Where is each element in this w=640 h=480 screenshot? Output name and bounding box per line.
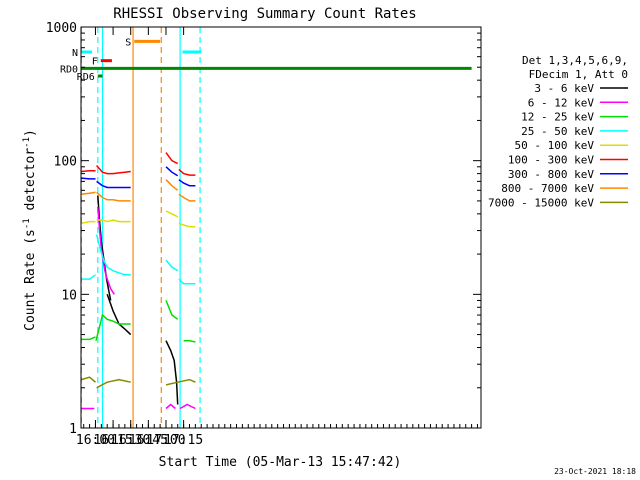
chart-title: RHESSI Observing Summary Count Rates: [113, 6, 416, 22]
legend-label: 50 - 100 keV: [515, 139, 595, 152]
y-axis-label-part: ): [23, 129, 38, 137]
footer-date: 23-Oct-2021 18:18: [554, 467, 636, 476]
y-tick-label: 1: [69, 422, 77, 437]
series-line: [96, 219, 131, 223]
series-line: [95, 234, 131, 276]
y-tick-label: 100: [54, 155, 77, 170]
series-line: [81, 376, 96, 383]
legend-header-1: Det 1,3,4,5,6,9,: [522, 54, 628, 67]
legend-header-2: FDecim 1, Att 0: [529, 68, 628, 81]
legend-label: 300 - 800 keV: [508, 168, 594, 181]
series-line: [178, 278, 196, 285]
y-axis-label: Count Rate (s-1 detector-1): [22, 129, 38, 331]
legend-label: 100 - 300 keV: [508, 154, 594, 167]
y-axis-label-part: Count Rate (s: [23, 229, 38, 331]
series-line: [165, 378, 196, 386]
flag-label: RD6: [77, 72, 95, 83]
legend-label: 800 - 7000 keV: [501, 182, 594, 195]
legend-label: 7000 - 15000 keV: [488, 196, 594, 209]
series-line: [95, 313, 131, 341]
series-line: [165, 259, 179, 272]
flag-label: S: [125, 37, 131, 48]
series-line: [81, 170, 96, 173]
x-tick-label: 16:00: [76, 433, 115, 448]
legend-label: 25 - 50 keV: [521, 125, 594, 138]
series-line: [96, 165, 131, 175]
flag-label: RD0: [60, 64, 78, 75]
series-line: [165, 152, 179, 165]
y-tick-label: 1000: [46, 21, 77, 36]
plot-frame: [80, 26, 482, 429]
series-line: [165, 179, 179, 191]
series-line: [179, 403, 196, 410]
series-line: [165, 300, 179, 320]
y-tick-label: 10: [61, 288, 77, 303]
series-line: [96, 191, 131, 202]
y-axis-label-sup: -1: [22, 218, 32, 229]
series-line: [183, 339, 196, 343]
series-line: [178, 179, 196, 187]
series-line: [165, 166, 179, 177]
x-axis-label: Start Time (05-Mar-13 15:47:42): [159, 455, 402, 470]
series-line: [96, 378, 131, 389]
series-line: [165, 210, 179, 218]
flag-label: N: [72, 48, 78, 59]
series-line: [178, 168, 196, 176]
x-tick-label: 17:15: [164, 433, 203, 448]
legend-label: 3 - 6 keV: [534, 82, 594, 95]
y-axis-label-sup: -1: [22, 137, 32, 148]
series-line: [165, 340, 179, 405]
x-tick-label: 16:30: [111, 433, 150, 448]
series-line: [96, 180, 131, 189]
x-tick-label: 16:45: [129, 433, 168, 448]
y-axis-label-part: detector: [23, 148, 38, 219]
series-line: [81, 336, 96, 341]
flag-label: F: [92, 57, 98, 68]
series-line: [81, 177, 96, 180]
legend-label: 6 - 12 keV: [528, 96, 595, 109]
series-line: [81, 274, 96, 280]
x-tick-label: 17:00: [146, 433, 185, 448]
series-line: [81, 220, 96, 225]
series-line: [165, 403, 176, 410]
series-line: [97, 206, 115, 295]
series-line: [81, 191, 96, 196]
series-line: [178, 222, 196, 228]
legend-label: 12 - 25 keV: [521, 111, 594, 124]
series-line: [178, 193, 196, 202]
x-tick-label: 16:15: [94, 433, 133, 448]
